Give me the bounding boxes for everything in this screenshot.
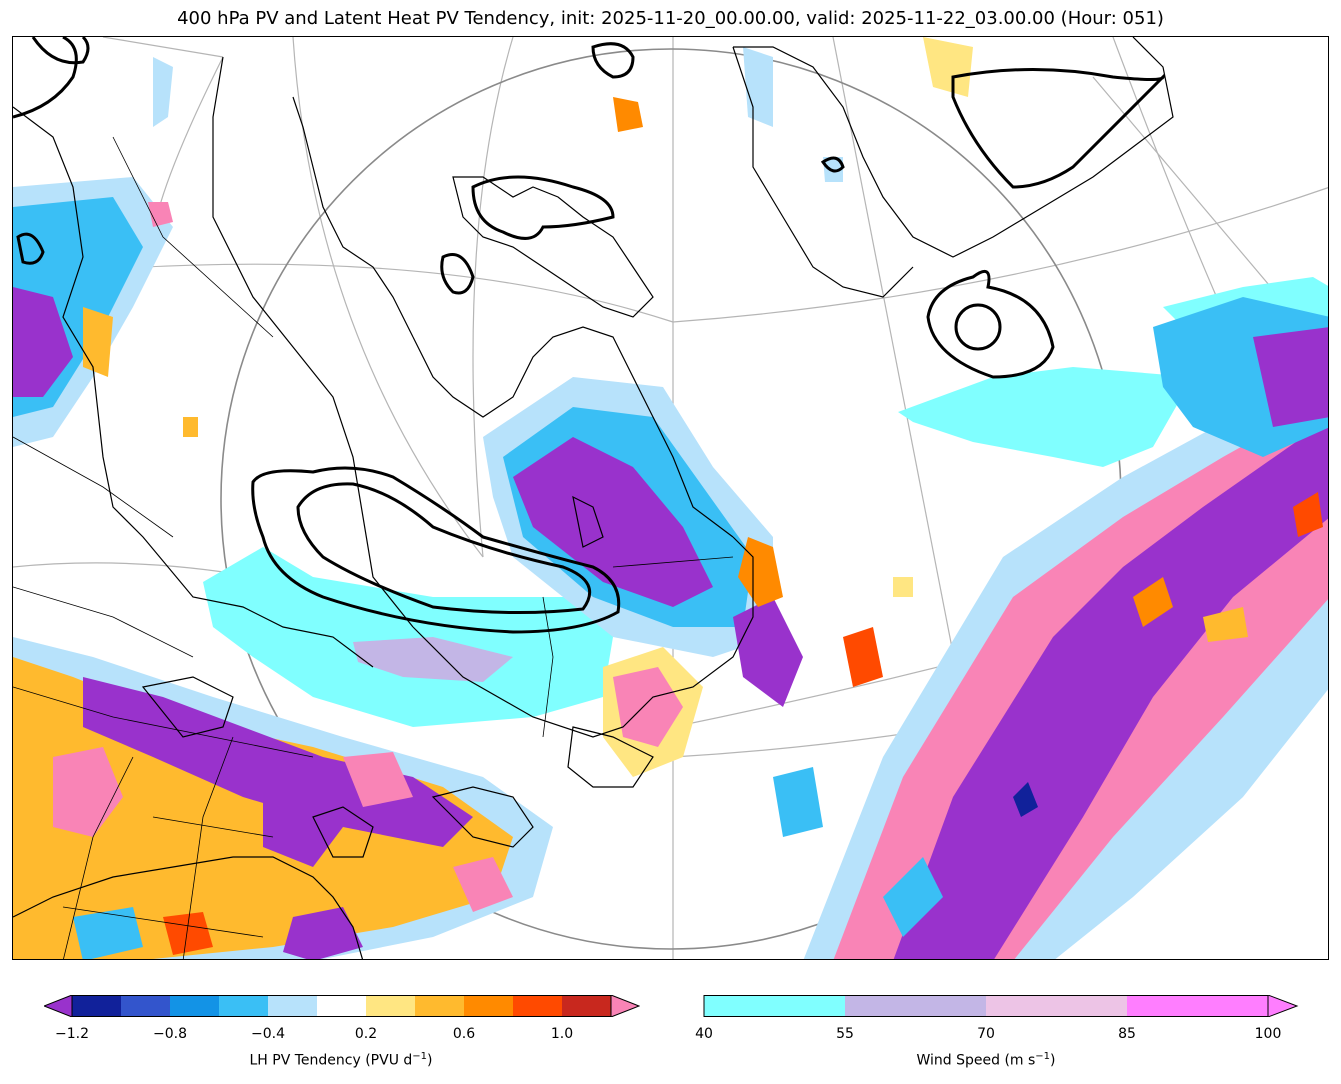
colorbar-bin: [121, 995, 170, 1017]
wind-tick-label: 40: [695, 1026, 713, 1042]
wind-tick-label: 55: [836, 1026, 854, 1042]
pv-contour-west: [16, 232, 45, 265]
colorbar-bin: [845, 995, 986, 1017]
lh-tick-label: 0.2: [354, 1026, 378, 1042]
colorbar-bin: [562, 995, 611, 1017]
colorbar-bin: [704, 995, 845, 1017]
wind-speed-colorbar: [703, 995, 1299, 1017]
wind-tick-label: 100: [1254, 1026, 1282, 1042]
pv-contours: [13, 37, 1165, 634]
pv-contour-inner: [296, 482, 592, 615]
colorbar-bin: [72, 995, 121, 1017]
lh-tick-label: 1.0: [550, 1026, 574, 1042]
map-panel: [12, 36, 1329, 960]
pv-contour-outer: [251, 466, 621, 634]
lh-pv-tendency-shading: [13, 37, 1328, 959]
colorbar-bin: [170, 995, 219, 1017]
colorbar-outline: [703, 995, 1269, 1017]
colorbar-extend-right: [610, 995, 640, 1017]
colorbar-bin: [219, 995, 268, 1017]
pv-contour-low-outer: [926, 269, 1055, 379]
wind-55-70-area: [353, 637, 513, 682]
wind-tick-label: 85: [1118, 1026, 1136, 1042]
wind-40-55-area-west: [203, 547, 613, 727]
pv-contour-nw: [13, 37, 78, 119]
pv-contour-baffin: [471, 175, 615, 240]
colorbar-bin: [464, 995, 513, 1017]
colorbar-bin: [986, 995, 1127, 1017]
pv-contour-island: [440, 253, 475, 295]
lh-colorbar-label: LH PV Tendency (PVU d−1): [249, 1051, 433, 1069]
colorbar-bin: [1127, 995, 1268, 1017]
wind-40-55-area-east: [898, 367, 1193, 467]
colorbar-bin: [268, 995, 317, 1017]
wind-tick-label: 70: [977, 1026, 995, 1042]
state-borders: [13, 136, 734, 959]
lh-tick-label: −0.4: [251, 1026, 285, 1042]
lh-tick-label: −0.8: [153, 1026, 187, 1042]
pv-contour-ne-small: [820, 156, 845, 173]
lh-tick-label: −1.2: [55, 1026, 89, 1042]
coastlines: [13, 37, 1174, 959]
pv-contour-small: [591, 42, 635, 79]
lh-tick-label: 0.6: [452, 1026, 476, 1042]
pv-contour-low-inner: [954, 303, 1002, 351]
colorbar-bin: [317, 995, 366, 1017]
colorbar-extend-right: [1267, 995, 1299, 1017]
wind-colorbar-label: Wind Speed (m s−1): [916, 1051, 1056, 1069]
lh-pv-tendency-colorbar: [44, 995, 640, 1017]
colorbar-bin: [513, 995, 562, 1017]
colorbar-outline: [71, 995, 612, 1017]
colorbar-bin: [415, 995, 464, 1017]
map-canvas: [13, 37, 1328, 959]
map-title: 400 hPa PV and Latent Heat PV Tendency, …: [177, 8, 1164, 29]
pv-contour-greenland: [951, 68, 1165, 189]
pv-contour-nw2: [31, 37, 90, 65]
colorbar-bin: [366, 995, 415, 1017]
colorbar-extend-left: [44, 995, 73, 1017]
